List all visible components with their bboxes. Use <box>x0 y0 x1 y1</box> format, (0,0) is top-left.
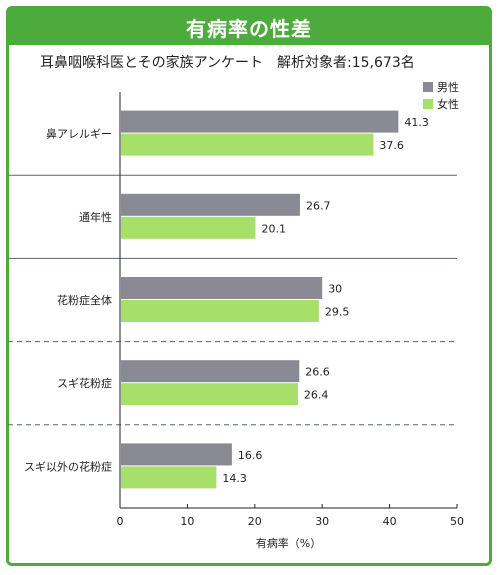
bar-female <box>121 133 374 156</box>
bar-value-label: 37.6 <box>379 139 404 152</box>
bar-male <box>121 360 300 383</box>
x-tick-label: 20 <box>248 515 262 528</box>
bar-male <box>121 277 323 299</box>
chart-subtitle: 耳鼻咽喉科医とその家族アンケート 解析対象者:15,673名 <box>40 55 415 71</box>
bar-male <box>121 443 232 466</box>
bar-male <box>121 193 300 216</box>
bar-female <box>121 466 217 489</box>
legend-label: 女性 <box>437 97 459 111</box>
bar-female <box>121 216 256 239</box>
x-tick-label: 10 <box>180 515 194 528</box>
x-tick-label: 0 <box>117 515 124 528</box>
x-tick-label: 30 <box>315 515 329 528</box>
legend-swatch-female <box>423 99 433 109</box>
bar-female <box>121 383 298 406</box>
bar-value-label: 20.1 <box>261 222 286 235</box>
category-label: 鼻アレルギー <box>46 127 112 141</box>
category-label: 花粉症全体 <box>57 293 112 307</box>
x-tick-label: 40 <box>383 515 397 528</box>
bar-value-label: 16.6 <box>238 449 263 462</box>
title-bar: 有病率の性差 <box>9 9 489 45</box>
category-label: スギ以外の花粉症 <box>24 459 112 473</box>
legend-label: 男性 <box>437 80 459 94</box>
x-tick-label: 50 <box>450 515 464 528</box>
page-title: 有病率の性差 <box>186 17 312 41</box>
bar-value-label: 26.7 <box>306 199 331 212</box>
chart-frame: 有病率の性差 <box>6 6 492 566</box>
bar-value-label: 30 <box>328 283 342 296</box>
category-label: 通年性 <box>79 210 112 224</box>
bar-value-label: 41.3 <box>404 116 429 129</box>
bar-value-label: 29.5 <box>325 306 350 319</box>
bar-value-label: 14.3 <box>222 472 247 485</box>
bar-value-label: 26.6 <box>305 366 330 379</box>
bar-value-label: 26.4 <box>304 389 329 402</box>
x-axis-label: 有病率（%） <box>256 536 321 550</box>
bar-male <box>121 110 399 133</box>
category-label: スギ花粉症 <box>57 376 112 390</box>
bar-female <box>121 300 319 322</box>
legend-swatch-male <box>423 82 433 92</box>
